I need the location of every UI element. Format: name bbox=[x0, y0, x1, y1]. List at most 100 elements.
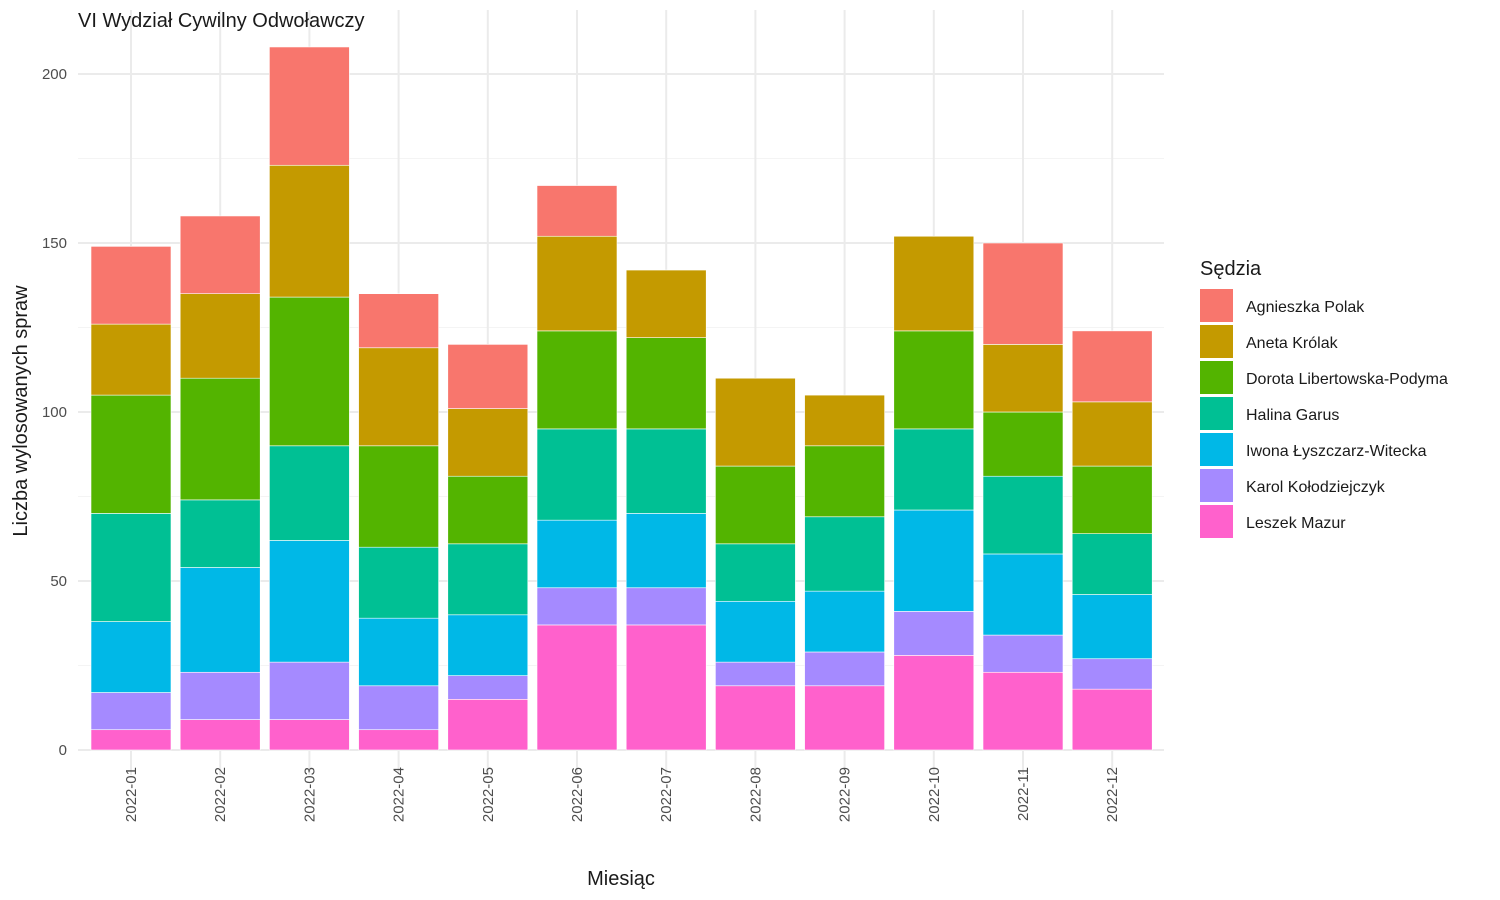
bar-segment bbox=[536, 624, 618, 751]
bar-segment bbox=[893, 611, 975, 656]
bar-segment bbox=[804, 651, 885, 687]
bar-segment bbox=[269, 445, 350, 541]
legend-swatch bbox=[1200, 325, 1233, 358]
y-tick-label: 100 bbox=[42, 404, 67, 421]
bar-segment bbox=[269, 540, 350, 663]
legend-label: Dorota Libertowska-Podyma bbox=[1246, 371, 1448, 388]
bar-segment bbox=[625, 428, 707, 514]
bar-segment bbox=[179, 215, 261, 295]
y-tick-label: 200 bbox=[42, 66, 67, 83]
bar-segment bbox=[1071, 330, 1153, 403]
bar-segment bbox=[1071, 658, 1153, 690]
y-tick-label: 150 bbox=[42, 235, 67, 252]
bar-segment bbox=[536, 185, 618, 237]
bar-segment bbox=[982, 411, 1064, 477]
bar-segment bbox=[90, 246, 172, 325]
bar-segment bbox=[982, 475, 1064, 555]
bar-segment bbox=[447, 698, 529, 751]
bar-segment bbox=[715, 600, 796, 663]
legend-swatch bbox=[1200, 505, 1233, 538]
bar-segment bbox=[358, 347, 439, 447]
bar-segment bbox=[1071, 688, 1153, 751]
bar-segment bbox=[90, 729, 172, 751]
y-tick-label: 50 bbox=[50, 573, 67, 590]
bar-segment bbox=[1071, 465, 1153, 534]
legend-label: Karol Kołodziejczyk bbox=[1246, 479, 1386, 496]
bar-segment bbox=[90, 621, 172, 693]
bar-segment bbox=[179, 377, 261, 501]
bar-segment bbox=[982, 242, 1064, 345]
x-tick-label: 2022-10 bbox=[926, 767, 943, 822]
bar-segment bbox=[447, 475, 529, 545]
legend-swatch bbox=[1200, 433, 1233, 466]
bar-segment bbox=[358, 445, 439, 548]
bar-segment bbox=[269, 719, 350, 751]
legend-label: Leszek Mazur bbox=[1246, 515, 1346, 532]
bar-segment bbox=[358, 685, 439, 731]
x-tick-label: 2022-12 bbox=[1104, 767, 1121, 822]
bar-segment bbox=[625, 337, 707, 430]
bar-segment bbox=[804, 516, 885, 592]
x-tick-label: 2022-07 bbox=[658, 767, 675, 822]
bar-segment bbox=[982, 553, 1064, 636]
bar-segment bbox=[179, 499, 261, 568]
x-tick-label: 2022-01 bbox=[123, 767, 140, 822]
bar-segment bbox=[358, 729, 439, 751]
x-tick-label: 2022-05 bbox=[480, 767, 497, 822]
bar-segment bbox=[179, 293, 261, 379]
legend-title: Sędzia bbox=[1200, 258, 1262, 280]
bar-segment bbox=[625, 269, 707, 338]
bar-segment bbox=[1071, 594, 1153, 660]
bar-segment bbox=[893, 655, 975, 751]
bar-segment bbox=[447, 408, 529, 477]
bar-segment bbox=[625, 513, 707, 589]
bar-segment bbox=[269, 296, 350, 447]
legend-label: Aneta Królak bbox=[1246, 335, 1339, 352]
x-tick-label: 2022-08 bbox=[747, 767, 764, 822]
bar-segment bbox=[982, 344, 1064, 413]
bar-segment bbox=[1071, 533, 1153, 595]
bar-segment bbox=[90, 323, 172, 396]
bar-segment bbox=[893, 235, 975, 332]
bar-segment bbox=[715, 661, 796, 687]
bar-segment bbox=[358, 546, 439, 619]
bar-segment bbox=[269, 164, 350, 298]
bar-segment bbox=[536, 428, 618, 521]
y-tick-labels: 0 50 100 150 200 bbox=[42, 66, 67, 759]
x-axis-title: Miesiąc bbox=[587, 868, 655, 890]
bar-segment bbox=[982, 671, 1064, 751]
bar-segment bbox=[625, 624, 707, 751]
bar-segment bbox=[982, 634, 1064, 673]
bar-segment bbox=[90, 394, 172, 514]
bar-segment bbox=[447, 675, 529, 700]
bar-segment bbox=[536, 330, 618, 430]
legend-label: Iwona Łyszczarz-Witecka bbox=[1246, 443, 1427, 460]
x-tick-label: 2022-04 bbox=[391, 767, 408, 822]
x-tick-label: 2022-09 bbox=[837, 767, 854, 822]
bar-segment bbox=[447, 614, 529, 676]
bar-segment bbox=[715, 465, 796, 545]
x-tick-labels: 2022-01 2022-02 2022-03 2022-04 2022-05 2022-… bbox=[123, 767, 1121, 822]
bar-segment bbox=[536, 587, 618, 626]
bar-segment bbox=[536, 519, 618, 589]
legend-label: Halina Garus bbox=[1246, 407, 1339, 424]
legend: Sędzia Agnieszka Polak Aneta Królak Dorota… bbox=[1200, 258, 1448, 538]
bar-segment bbox=[1071, 401, 1153, 467]
legend-label: Agnieszka Polak bbox=[1246, 299, 1365, 316]
y-axis-title: Liczba wylosowanych spraw bbox=[10, 285, 32, 537]
bar-segment bbox=[179, 567, 261, 673]
bar-segment bbox=[90, 692, 172, 731]
bar-segment bbox=[358, 293, 439, 349]
bar-segment bbox=[179, 671, 261, 720]
bar-segment bbox=[536, 235, 618, 332]
y-tick-label: 0 bbox=[59, 742, 67, 759]
bar-segment bbox=[447, 543, 529, 616]
legend-swatch bbox=[1200, 361, 1233, 394]
bar-segment bbox=[269, 661, 350, 720]
bar-segment bbox=[715, 377, 796, 467]
x-tick-label: 2022-03 bbox=[301, 767, 318, 822]
bar-segment bbox=[715, 543, 796, 602]
bar-segment bbox=[893, 509, 975, 612]
x-tick-label: 2022-11 bbox=[1015, 767, 1032, 821]
